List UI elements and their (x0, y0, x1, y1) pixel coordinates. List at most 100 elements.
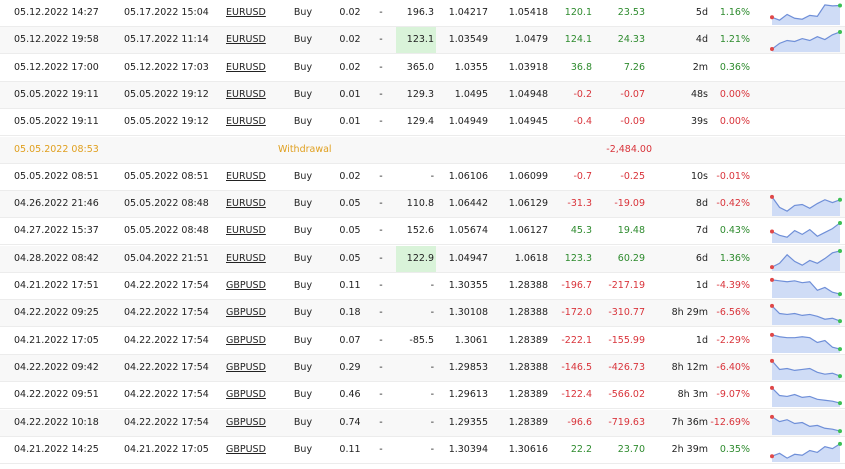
open-price-cell: 1.30355 (448, 280, 488, 291)
sparkline-start-dot (770, 277, 774, 282)
symbol-cell[interactable]: GBPUSD (226, 280, 266, 291)
sparkline-start-dot (770, 386, 774, 391)
symbol-cell[interactable]: GBPUSD (226, 307, 266, 319)
symbol-cell[interactable]: GBPUSD (226, 334, 266, 346)
pips-cell: - (430, 416, 434, 428)
sl-cell: - (379, 34, 383, 46)
symbol-cell[interactable]: EURUSD (226, 61, 266, 73)
trade-row: 05.05.2022 19:11 05.05.2022 19:12 EURUSD Bu… (0, 109, 845, 137)
sparkline-area (772, 4, 840, 25)
sparkline-line (771, 305, 841, 322)
type-cell: Buy (293, 307, 313, 319)
sparkline-area (772, 250, 840, 271)
sl-cell: - (379, 307, 383, 319)
symbol-cell[interactable]: EURUSD (226, 116, 266, 128)
gain-cell: 0.36% (719, 61, 750, 73)
symbol-cell[interactable]: EURUSD (226, 34, 266, 46)
lots-cell: 0.29 (339, 361, 361, 373)
open-price-cell: 1.06442 (448, 198, 488, 210)
close-price-cell: 1.04948 (508, 88, 548, 100)
pips-profit-cell: -146.5 (561, 361, 592, 373)
sparkline-end-dot (838, 3, 842, 8)
open-price-cell: 1.0355 (454, 61, 488, 73)
close-time-cell: 04.22.2022 17:54 (124, 334, 209, 346)
sparkline-end-dot (838, 248, 842, 253)
lots-cell: 0.02 (339, 34, 361, 46)
trade-row: 04.27.2022 15:37 05.05.2022 08:48 EURUSD Bu… (0, 218, 845, 246)
close-time-cell: 04.22.2022 17:54 (124, 361, 209, 373)
duration-cell: 2m (692, 61, 708, 73)
close-price-cell: 1.28389 (508, 334, 548, 346)
open-time-cell: 04.21.2022 17:05 (14, 334, 99, 346)
lots-cell: 0.02 (339, 7, 361, 18)
symbol-cell[interactable]: EURUSD (226, 88, 266, 100)
open-time-cell: 04.28.2022 08:42 (14, 252, 99, 264)
symbol-cell[interactable]: EURUSD (226, 225, 266, 237)
type-cell: Buy (293, 252, 313, 264)
sl-cell: - (379, 61, 383, 73)
duration-cell: 6d (695, 252, 708, 264)
pips-cell: - (430, 170, 434, 182)
open-price-cell: 1.3061 (454, 334, 488, 346)
sparkline-start-dot (770, 358, 774, 363)
type-cell: Buy (293, 280, 313, 291)
lots-cell: 0.11 (339, 443, 361, 455)
lots-cell: 0.02 (339, 61, 361, 73)
duration-cell: 39s (690, 116, 708, 128)
sl-cell: - (379, 280, 383, 291)
sparkline-start-dot (770, 15, 774, 20)
open-price-cell: 1.0495 (454, 88, 488, 100)
sparkline-area (772, 32, 840, 53)
symbol-cell[interactable]: GBPUSD (226, 416, 266, 428)
trade-row: 04.22.2022 09:42 04.22.2022 17:54 GBPUSD Bu… (0, 354, 845, 382)
close-price-cell: 1.0479 (514, 34, 548, 46)
pips-cell: - (430, 389, 434, 401)
profit-cell: -0.07 (620, 88, 645, 100)
close-time-cell: 04.22.2022 17:54 (124, 280, 209, 291)
open-price-cell: 1.06106 (448, 170, 488, 182)
sparkline-line (771, 387, 841, 404)
open-time-cell: 05.12.2022 17:00 (14, 61, 99, 73)
open-price-cell: 1.03549 (448, 34, 488, 46)
pips-profit-cell: -0.2 (573, 88, 592, 100)
type-cell: Buy (293, 416, 313, 428)
symbol-cell[interactable]: EURUSD (226, 170, 266, 182)
sl-cell: - (379, 361, 383, 373)
close-price-cell: 1.06127 (508, 225, 548, 237)
close-time-cell: 05.17.2022 11:14 (124, 34, 209, 46)
open-price-cell: 1.29355 (448, 416, 488, 428)
profit-cell: -19.09 (614, 198, 645, 210)
open-time-cell: 05.05.2022 19:11 (14, 116, 99, 128)
sparkline-start-dot (770, 194, 774, 199)
equity-sparkline (770, 194, 842, 217)
close-time-cell: 04.21.2022 17:05 (124, 443, 209, 455)
symbol-cell[interactable]: GBPUSD (226, 443, 266, 455)
sparkline-line (771, 31, 841, 50)
trade-row: 05.12.2022 19:58 05.17.2022 11:14 EURUSD Bu… (0, 27, 845, 55)
gain-cell: -0.01% (716, 170, 750, 182)
sparkline-end-dot (838, 30, 842, 35)
profit-cell: -0.09 (620, 116, 645, 128)
sl-cell: - (379, 170, 383, 182)
profit-cell: -719.63 (608, 416, 645, 428)
symbol-cell[interactable]: EURUSD (226, 7, 266, 18)
close-time-cell: 04.22.2022 17:54 (124, 389, 209, 401)
gain-cell: -9.07% (716, 389, 750, 401)
pips-profit-cell: -31.3 (567, 198, 592, 210)
symbol-cell[interactable]: GBPUSD (226, 389, 266, 401)
withdrawal-amount: -2,484.00 (606, 143, 652, 155)
close-price-cell: 1.04945 (508, 116, 548, 128)
close-time-cell: 05.05.2022 19:12 (124, 88, 209, 100)
open-time-cell: 05.12.2022 19:58 (14, 34, 99, 46)
gain-cell: -4.39% (716, 280, 750, 291)
profit-cell: 60.29 (617, 252, 645, 264)
pips-profit-cell: 120.1 (564, 7, 592, 18)
pips-cell: 365.0 (406, 61, 434, 73)
symbol-cell[interactable]: EURUSD (226, 198, 266, 210)
symbol-cell[interactable]: GBPUSD (226, 361, 266, 373)
trade-row: 04.28.2022 08:42 05.04.2022 21:51 EURUSD Bu… (0, 245, 845, 273)
lots-cell: 0.05 (339, 252, 361, 264)
withdrawal-label: Withdrawal (278, 143, 332, 155)
profit-cell: -566.02 (608, 389, 645, 401)
symbol-cell[interactable]: EURUSD (226, 252, 266, 264)
